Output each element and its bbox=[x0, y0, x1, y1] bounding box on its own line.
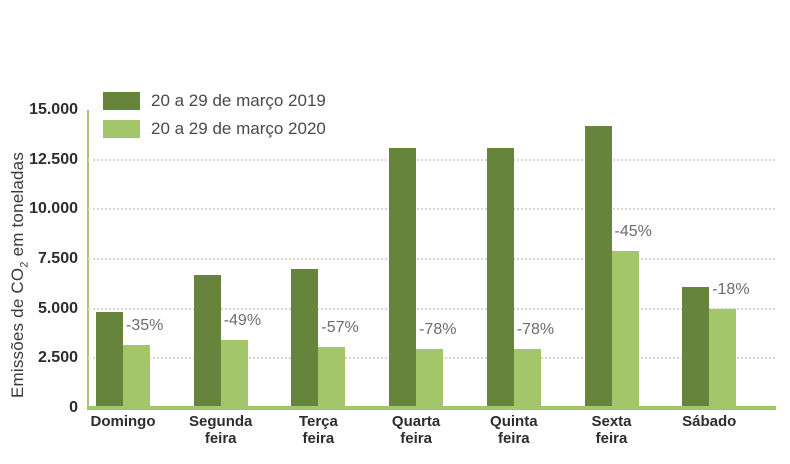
y-axis-title: Emissões de CO2 em toneladas bbox=[8, 125, 30, 425]
bar-2019-quarta-feira bbox=[389, 147, 417, 408]
gridline-5.000 bbox=[88, 307, 775, 310]
y-tick-label-12.500: 12.500 bbox=[29, 150, 78, 168]
x-category-label-sexta-feira: Sexta feira bbox=[552, 413, 672, 447]
x-category-label-line: Quarta bbox=[391, 413, 441, 430]
pct-change-label-sabado: -18% bbox=[712, 280, 750, 298]
x-category-label-line: feira bbox=[497, 430, 530, 447]
x-category-label-quinta-feira: Quinta feira bbox=[454, 413, 574, 447]
legend-item-2019: 20 a 29 de março 2019 bbox=[103, 91, 326, 110]
bar-2019-terca-feira bbox=[291, 268, 319, 408]
y-tick-label-2.500: 2.500 bbox=[37, 349, 78, 367]
x-category-label-line: feira bbox=[302, 430, 335, 447]
x-category-label-terca-feira: Terça feira bbox=[258, 413, 378, 447]
y-tick-label-10.000: 10.000 bbox=[29, 200, 78, 218]
legend-label-2020: 20 a 29 de março 2020 bbox=[151, 119, 326, 138]
x-axis-baseline bbox=[87, 406, 776, 410]
pct-change-label-quinta-feira: -78% bbox=[516, 321, 555, 339]
bar-2019-sexta-feira bbox=[584, 125, 612, 408]
bar-2019-segunda-feira bbox=[193, 274, 221, 408]
legend-swatch-2019-icon bbox=[103, 92, 140, 110]
legend: 20 a 29 de março 2019 20 a 29 de março 2… bbox=[103, 91, 326, 148]
x-category-label-line: Domingo bbox=[90, 413, 156, 430]
bar-2020-terca-feira bbox=[318, 347, 346, 408]
pct-change-label-quarta-feira: -78% bbox=[419, 321, 457, 339]
legend-label-2019: 20 a 29 de março 2019 bbox=[151, 91, 326, 110]
y-axis-title-text: Emissões de CO bbox=[8, 267, 27, 399]
x-category-label-line: Terça bbox=[298, 413, 338, 430]
pct-change-label-segunda-feira: -49% bbox=[223, 311, 262, 329]
y-tick-label-7.500: 7.500 bbox=[37, 250, 78, 267]
legend-swatch-2020-icon bbox=[103, 120, 140, 138]
x-category-label-segunda-feira: Segunda feira bbox=[161, 413, 281, 447]
plot-area: -35% -49% -57% -78% -78% -45% -18% bbox=[87, 110, 776, 410]
x-category-label-domingo: Domingo bbox=[63, 413, 183, 430]
x-category-label-line: feira bbox=[204, 430, 237, 447]
bar-2020-quarta-feira bbox=[416, 349, 444, 408]
pct-change-label-domingo: -35% bbox=[126, 317, 164, 335]
x-category-label-line: Sábado bbox=[682, 413, 737, 430]
x-category-label-line: Sexta bbox=[591, 413, 632, 430]
gridline-10.000 bbox=[88, 208, 775, 211]
y-tick-label-0: 0 bbox=[69, 399, 78, 416]
x-category-label-line: Quinta bbox=[490, 413, 538, 430]
bar-2020-sexta-feira bbox=[611, 251, 639, 408]
bar-2019-sabado bbox=[682, 286, 710, 408]
bar-2020-segunda-feira bbox=[220, 339, 248, 408]
gridline-7.500 bbox=[88, 258, 775, 260]
bar-2020-sabado bbox=[709, 308, 737, 408]
y-tick-label-5.000: 5.000 bbox=[37, 299, 78, 317]
x-category-label-quarta-feira: Quarta feira bbox=[356, 413, 476, 447]
x-category-label-line: feira bbox=[595, 430, 628, 447]
x-category-label-sabado: Sábado bbox=[649, 413, 769, 430]
bar-2020-domingo bbox=[123, 345, 150, 408]
pct-change-label-terca-feira: -57% bbox=[321, 319, 359, 337]
y-tick-label-15.000: 15.000 bbox=[29, 101, 78, 118]
bar-2019-domingo bbox=[96, 311, 123, 408]
x-category-label-line: Segunda bbox=[189, 413, 253, 430]
x-category-label-line: feira bbox=[400, 430, 432, 447]
pct-change-label-sexta-feira: -45% bbox=[614, 223, 652, 241]
bar-2019-quinta-feira bbox=[486, 147, 514, 408]
gridline-12.500 bbox=[88, 158, 775, 161]
bar-2020-quinta-feira bbox=[513, 349, 541, 408]
legend-item-2020: 20 a 29 de março 2020 bbox=[103, 119, 326, 138]
